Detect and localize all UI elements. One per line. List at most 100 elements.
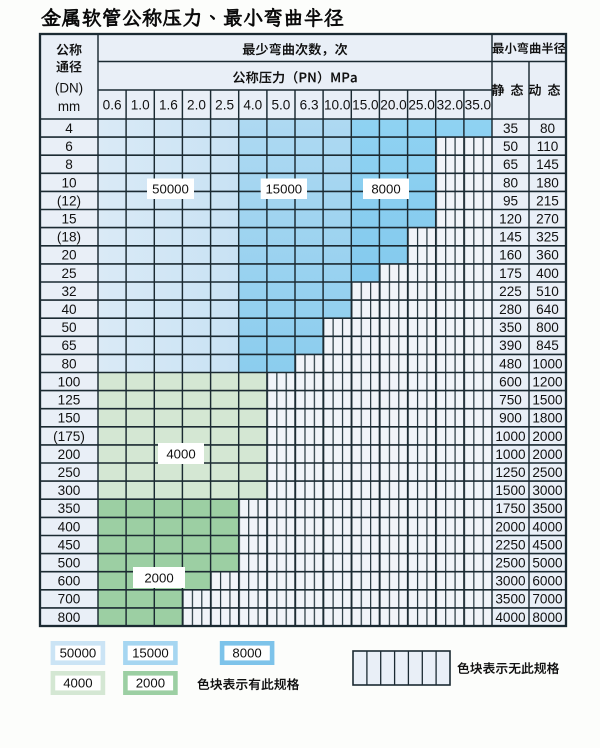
svg-text:200: 200 [58, 447, 81, 462]
svg-text:3500: 3500 [532, 501, 563, 516]
svg-text:175: 175 [499, 266, 522, 281]
svg-text:1.0: 1.0 [131, 98, 150, 113]
svg-text:390: 390 [499, 338, 522, 353]
svg-text:8000: 8000 [232, 646, 261, 661]
svg-text:mm: mm [58, 99, 80, 114]
svg-text:1500: 1500 [495, 483, 526, 498]
svg-text:80: 80 [503, 175, 519, 190]
svg-text:450: 450 [58, 537, 81, 552]
svg-text:350: 350 [58, 501, 81, 516]
svg-text:10: 10 [61, 175, 77, 190]
svg-text:2.5: 2.5 [215, 98, 234, 113]
svg-text:2000: 2000 [136, 676, 165, 691]
svg-text:35.0: 35.0 [465, 98, 492, 113]
svg-text:600: 600 [499, 375, 522, 390]
svg-text:50: 50 [503, 139, 519, 154]
svg-text:(DN): (DN) [55, 81, 83, 96]
svg-text:4.0: 4.0 [243, 98, 262, 113]
svg-text:100: 100 [58, 375, 81, 390]
svg-text:110: 110 [537, 139, 559, 154]
svg-text:65: 65 [61, 338, 76, 353]
svg-text:1000: 1000 [532, 356, 563, 371]
svg-text:3500: 3500 [495, 592, 526, 607]
svg-text:6000: 6000 [532, 574, 563, 589]
svg-text:50: 50 [61, 320, 77, 335]
svg-text:800: 800 [536, 320, 559, 335]
svg-text:1800: 1800 [532, 411, 563, 426]
svg-text:25: 25 [61, 266, 76, 281]
svg-text:15000: 15000 [132, 646, 169, 661]
svg-text:0.6: 0.6 [103, 98, 122, 113]
svg-text:160: 160 [499, 248, 522, 263]
svg-text:65: 65 [503, 157, 518, 172]
svg-text:20: 20 [61, 248, 77, 263]
svg-text:35: 35 [503, 121, 518, 136]
svg-text:5000: 5000 [532, 556, 563, 571]
svg-text:(12): (12) [57, 193, 81, 208]
svg-text:225: 225 [499, 284, 522, 299]
svg-text:6.3: 6.3 [300, 98, 319, 113]
svg-text:120: 120 [499, 212, 522, 227]
svg-text:360: 360 [536, 248, 559, 263]
svg-text:3000: 3000 [532, 483, 563, 498]
svg-text:1000: 1000 [495, 429, 526, 444]
svg-text:400: 400 [536, 266, 559, 281]
svg-text:800: 800 [58, 610, 81, 625]
svg-text:80: 80 [61, 356, 77, 371]
svg-text:4000: 4000 [495, 610, 526, 625]
svg-text:270: 270 [536, 212, 559, 227]
svg-text:4000: 4000 [166, 446, 195, 461]
svg-text:4: 4 [65, 121, 73, 136]
svg-text:2.0: 2.0 [187, 98, 206, 113]
svg-text:150: 150 [58, 411, 81, 426]
svg-text:2000: 2000 [144, 570, 173, 585]
svg-text:900: 900 [499, 411, 522, 426]
svg-text:215: 215 [536, 193, 559, 208]
svg-text:300: 300 [58, 483, 81, 498]
svg-text:3000: 3000 [495, 574, 526, 589]
svg-text:95: 95 [503, 193, 518, 208]
svg-text:32.0: 32.0 [437, 98, 464, 113]
svg-text:480: 480 [499, 356, 522, 371]
svg-text:145: 145 [499, 230, 522, 245]
svg-text:15000: 15000 [265, 182, 302, 197]
svg-text:280: 280 [499, 302, 522, 317]
svg-text:700: 700 [58, 592, 81, 607]
svg-text:1200: 1200 [532, 375, 563, 390]
svg-text:10.0: 10.0 [324, 98, 351, 113]
svg-text:350: 350 [499, 320, 522, 335]
svg-text:(18): (18) [57, 230, 81, 245]
svg-text:4000: 4000 [532, 519, 563, 534]
svg-text:1500: 1500 [532, 393, 563, 408]
svg-text:600: 600 [58, 574, 81, 589]
svg-text:8: 8 [65, 157, 73, 172]
svg-text:7000: 7000 [532, 592, 563, 607]
svg-text:32: 32 [61, 284, 76, 299]
svg-text:8000: 8000 [532, 610, 563, 625]
svg-text:145: 145 [536, 157, 559, 172]
svg-text:8000: 8000 [371, 182, 400, 197]
svg-text:15.0: 15.0 [352, 98, 379, 113]
svg-text:400: 400 [58, 519, 81, 534]
svg-text:15: 15 [61, 212, 76, 227]
svg-text:510: 510 [536, 284, 559, 299]
svg-text:1.6: 1.6 [159, 98, 178, 113]
svg-text:40: 40 [61, 302, 77, 317]
svg-text:2500: 2500 [532, 465, 563, 480]
svg-text:750: 750 [499, 393, 522, 408]
svg-text:4000: 4000 [63, 676, 92, 691]
svg-text:5.0: 5.0 [271, 98, 290, 113]
svg-text:50000: 50000 [60, 646, 97, 661]
svg-text:325: 325 [536, 230, 559, 245]
svg-text:4500: 4500 [532, 537, 563, 552]
svg-text:(175): (175) [53, 429, 85, 444]
svg-text:6: 6 [65, 139, 73, 154]
svg-text:500: 500 [58, 556, 81, 571]
svg-text:1250: 1250 [495, 465, 526, 480]
svg-text:50000: 50000 [152, 182, 189, 197]
svg-text:2000: 2000 [532, 429, 563, 444]
svg-text:2250: 2250 [495, 537, 526, 552]
svg-text:180: 180 [536, 175, 559, 190]
svg-text:2500: 2500 [495, 556, 526, 571]
svg-text:20.0: 20.0 [380, 98, 407, 113]
